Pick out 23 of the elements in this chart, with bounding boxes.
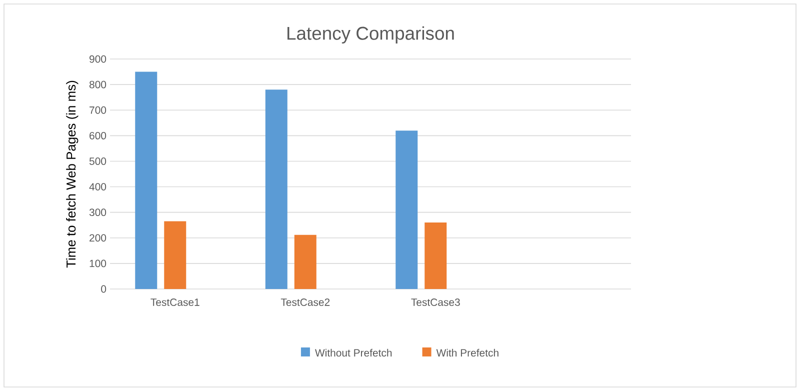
- x-tick-label: TestCase3: [411, 298, 460, 306]
- y-tick-label: 900: [90, 55, 106, 63]
- y-tick-label: 100: [90, 260, 106, 268]
- legend-label: With Prefetch: [436, 348, 498, 357]
- y-tick-label: 0: [101, 285, 106, 293]
- legend-label: Without Prefetch: [315, 348, 392, 357]
- bar: [396, 130, 418, 289]
- bar: [135, 72, 158, 289]
- bar: [294, 234, 316, 289]
- y-tick-label: 700: [90, 106, 106, 114]
- y-tick-label: 300: [89, 208, 106, 216]
- y-tick-label: 500: [89, 158, 106, 165]
- y-axis-title: Time to fetch Web Pages (in ms): [66, 80, 78, 268]
- y-tick-label: 200: [90, 234, 106, 242]
- y-tick-label: 400: [89, 183, 106, 190]
- chart-title: Latency Comparison: [288, 26, 454, 44]
- x-tick-label: TestCase1: [150, 298, 200, 306]
- x-tick-label: TestCase2: [280, 298, 330, 306]
- bar: [164, 221, 186, 289]
- y-tick-label: 600: [90, 132, 106, 140]
- bar: [424, 222, 447, 289]
- y-tick-label: 800: [89, 80, 106, 88]
- bar: [265, 90, 288, 289]
